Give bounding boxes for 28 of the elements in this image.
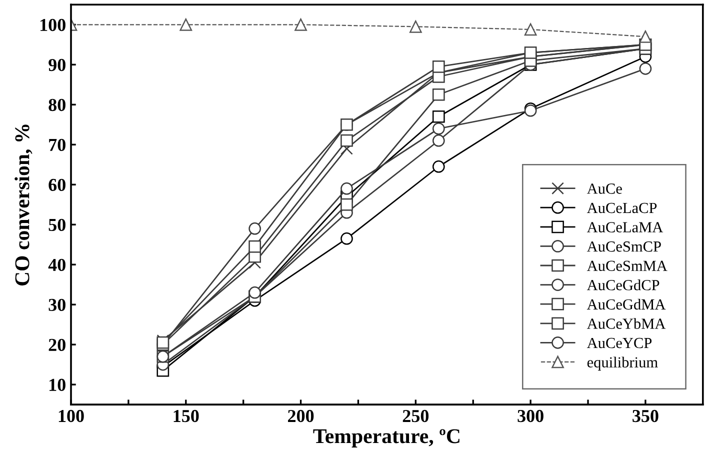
legend-label: AuCeGdMA [586, 298, 666, 310]
legend-label: AuCeSmMA [586, 260, 668, 271]
y-tick-label: 80 [48, 98, 66, 112]
legend-label: AuCeSmCP [586, 241, 661, 252]
x-tick-label: 200 [288, 410, 314, 422]
y-tick-label: 70 [49, 138, 66, 152]
legend-label: AuCeLaCP [586, 202, 657, 214]
legend-label: equilibrium [587, 356, 658, 371]
legend-label: AuCeGdCP [586, 280, 660, 290]
x-tick-label: 100 [58, 410, 84, 422]
x-tick-label: 350 [632, 410, 658, 422]
y-tick-label: 60 [48, 178, 66, 192]
x-tick-label: 150 [174, 410, 199, 422]
y-tick-label: 50 [48, 218, 66, 232]
legend-label: AuCeLaMA [586, 222, 664, 232]
y-tick-label: 100 [40, 18, 66, 32]
legend-label: AuCeYbMA [586, 318, 666, 329]
x-tick-label: 250 [402, 410, 429, 422]
y-tick-label: 30 [48, 298, 66, 312]
x-tick-label: 300 [518, 410, 544, 422]
y-tick-label: 40 [48, 258, 66, 272]
legend-label: AuCe [586, 184, 622, 194]
y-tick-label: 20 [48, 338, 66, 352]
y-tick-label: 10 [50, 378, 66, 391]
legend-label: AuCeYCP [586, 338, 652, 348]
y-tick-label: 90 [48, 58, 66, 72]
y-axis-title: CO conversion, % [14, 124, 32, 286]
x-axis-title: Temperature, ºC [313, 429, 460, 448]
